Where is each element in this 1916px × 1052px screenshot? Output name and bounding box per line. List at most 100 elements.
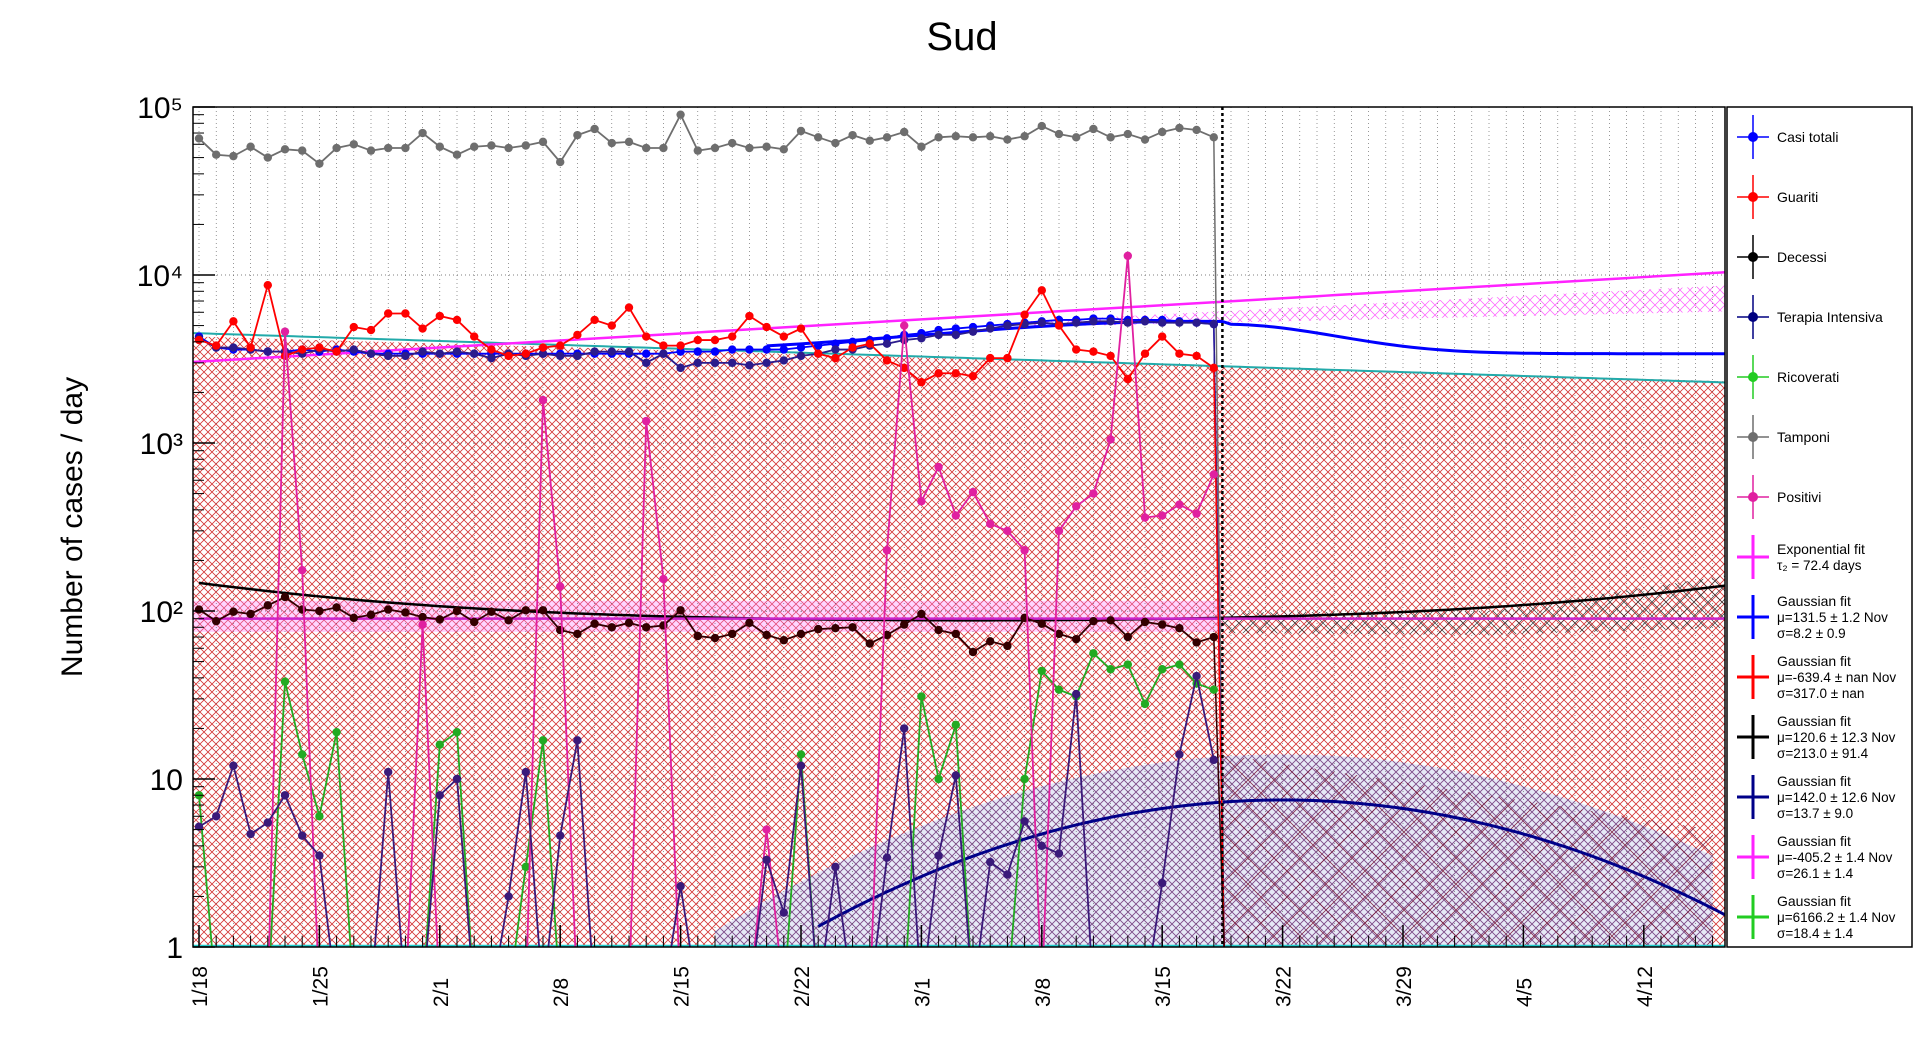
data-point [418,128,427,138]
data-point [418,620,427,629]
data-point [968,327,978,336]
data-point [470,332,479,341]
data-point [900,321,909,330]
data-point [366,349,376,358]
data-point [1123,374,1133,384]
data-point [762,358,771,368]
data-point [900,724,909,733]
legend-sub: μ=131.5 ± 1.2 Nov [1777,610,1888,625]
plot-frame [192,106,1726,948]
data-point [882,853,892,862]
data-point [263,601,272,610]
data-point [745,618,754,628]
data-point [934,133,943,142]
y-tick-label: 10 [150,764,183,797]
data-point [968,133,978,142]
legend-sub: σ=13.7 ± 9.0 [1777,806,1853,821]
data-point [298,565,307,575]
data-point [349,613,358,623]
data-point [452,606,462,616]
data-point [951,720,960,730]
data-point [624,137,634,147]
legend-label: Ricoverati [1777,369,1839,385]
data-point [728,345,737,354]
data-point [1089,649,1098,658]
data-point [745,345,754,354]
data-point [934,462,943,472]
data-point [590,347,599,356]
data-point [882,546,892,555]
data-point [1003,321,1012,330]
data-point [796,126,806,136]
data-point [607,321,616,330]
data-point [796,750,806,759]
data-point [779,332,788,341]
data-point [1175,750,1184,759]
data-point [1158,511,1167,520]
data-point [642,332,651,341]
data-point [814,349,823,358]
data-point [814,624,823,634]
data-point [934,851,943,860]
data-point [796,343,806,352]
fit-bands [193,285,1725,947]
y-axis-label: Number of cases / day [56,377,89,677]
data-point [779,145,788,154]
legend-item: Positivi [1737,475,1821,519]
legend-item: Terapia Intensiva [1737,295,1883,339]
data-point [728,629,737,639]
legend-label: Decessi [1777,249,1827,265]
data-point [1037,318,1047,327]
legend-item: Ricoverati [1737,355,1839,399]
series-terapia-intensiva-low- [194,671,1219,947]
legend-marker-dot [1748,432,1758,442]
data-point [1106,616,1115,625]
data-point [590,124,599,134]
data-point [710,633,720,643]
data-point [745,361,754,370]
data-point [1123,632,1133,642]
series-drop [1213,367,1225,947]
data-point [710,358,720,368]
data-point [538,343,548,352]
data-point [435,311,444,321]
data-point [831,862,840,872]
data-point [435,791,444,800]
data-point [521,141,530,150]
data-point [1037,121,1047,131]
data-point [1175,123,1184,133]
exponential-fit-curve [193,271,1725,364]
x-tick-label: 2/1 [430,978,453,1007]
data-point [1192,509,1201,518]
data-point [1003,526,1012,536]
data-point [1089,347,1098,356]
data-point [521,606,530,615]
data-point [831,623,840,633]
data-point [263,153,272,162]
data-point [917,692,926,701]
data-point [1020,774,1029,784]
data-point [917,497,926,506]
data-point [504,143,513,153]
data-point [280,145,290,154]
data-point [1037,666,1047,676]
data-point [745,311,754,321]
data-point [1003,641,1012,651]
legend-sub: σ=26.1 ± 1.4 [1777,866,1854,881]
data-point [470,142,479,151]
data-point [762,345,771,354]
data-point [1192,318,1201,327]
data-point [229,317,238,326]
data-point [693,335,702,345]
legend-item: Guariti [1737,175,1818,219]
data-point [1054,685,1064,694]
data-point [452,727,462,737]
data-point [263,280,272,290]
data-point [401,143,410,153]
data-point [435,142,444,151]
data-point [452,774,462,784]
